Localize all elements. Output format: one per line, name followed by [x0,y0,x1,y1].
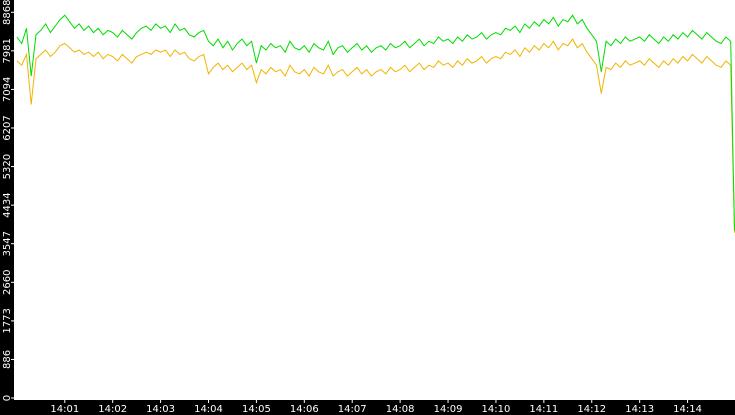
y-tick-label: 0 [2,395,13,401]
y-tick-label: 886 [2,350,13,369]
x-tick-label: 14:06 [290,404,319,415]
x-tick-label: 14:03 [146,404,175,415]
x-tick-label: 14:10 [482,404,511,415]
series-line [16,38,735,233]
y-axis-strip [0,0,14,415]
x-axis-strip [0,400,735,415]
y-tick-label: 7981 [2,38,13,63]
x-tick-label: 14:07 [338,404,367,415]
y-tick-label: 3547 [2,231,13,256]
y-tick-label: 7094 [2,77,13,102]
x-tick-label: 14:12 [577,404,606,415]
y-tick-label: 2660 [2,270,13,295]
x-tick-label: 14:14 [673,404,702,415]
x-tick-label: 14:02 [98,404,127,415]
y-tick-label: 8868 [2,0,13,25]
x-tick-label: 14:11 [529,404,558,415]
x-tick-label: 14:01 [50,404,79,415]
x-tick-label: 14:09 [434,404,463,415]
x-tick-label: 14:08 [386,404,415,415]
y-tick-label: 6207 [2,115,13,140]
y-tick-label: 1773 [2,308,13,333]
series-line [16,14,735,231]
y-tick-label: 5320 [2,154,13,179]
x-tick-label: 14:04 [194,404,223,415]
y-tick-label: 4434 [2,192,13,217]
x-tick-label: 14:05 [242,404,271,415]
x-tick-label: 14:13 [625,404,654,415]
